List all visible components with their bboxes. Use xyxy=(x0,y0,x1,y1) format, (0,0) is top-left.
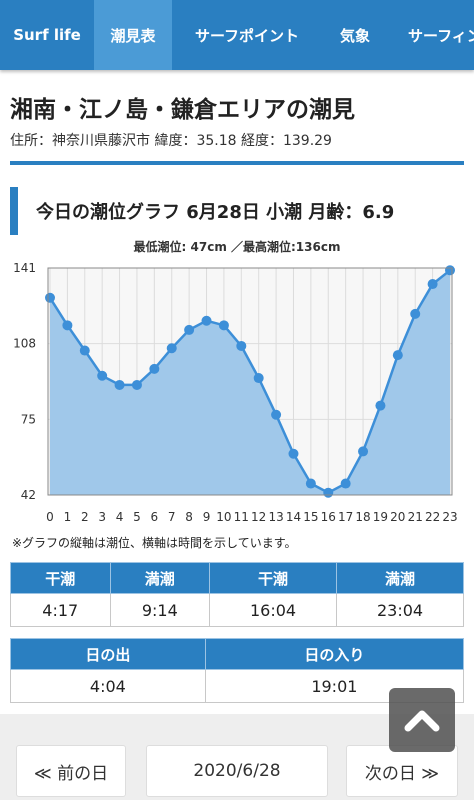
tide-point xyxy=(358,446,369,457)
tide-point xyxy=(236,340,247,351)
top-nav: Surf life 潮見表 サーフポイント 気象 サーフィン xyxy=(0,0,474,70)
tide-point xyxy=(166,343,177,354)
x-tick-label: 3 xyxy=(98,510,106,524)
x-tick-label: 23 xyxy=(442,510,457,524)
x-tick-label: 7 xyxy=(168,510,176,524)
tide-time: 16:04 xyxy=(209,593,338,627)
sunrise-time: 4:04 xyxy=(10,669,206,703)
tide-point xyxy=(149,363,160,374)
x-tick-label: 15 xyxy=(303,510,318,524)
x-tick-label: 18 xyxy=(355,510,370,524)
x-tick-label: 1 xyxy=(64,510,72,524)
tide-point xyxy=(201,315,212,326)
x-tick-label: 22 xyxy=(425,510,440,524)
tide-point xyxy=(323,487,334,498)
next-day-button[interactable]: 次の日 ≫ xyxy=(346,745,458,797)
x-tick-label: 16 xyxy=(321,510,336,524)
x-tick-label: 21 xyxy=(408,510,423,524)
tide-header: 干潮 xyxy=(10,562,111,594)
scroll-to-top-button[interactable] xyxy=(389,688,455,752)
x-tick-label: 6 xyxy=(151,510,159,524)
prev-day-button[interactable]: ≪ 前の日 xyxy=(16,745,126,797)
x-tick-label: 20 xyxy=(390,510,405,524)
tide-point xyxy=(62,320,73,331)
x-tick-label: 19 xyxy=(373,510,388,524)
nav-item-surf-life[interactable]: Surf life xyxy=(13,26,81,44)
tide-point xyxy=(427,279,438,290)
tide-point xyxy=(305,478,316,489)
chart-note: ※グラフの縦軸は潮位、横軸は時間を示しています。 xyxy=(12,536,297,550)
y-tick-label: 75 xyxy=(21,412,36,426)
x-tick-label: 14 xyxy=(286,510,301,524)
tide-point xyxy=(392,350,403,361)
tide-point xyxy=(340,478,351,489)
tide-header: 干潮 xyxy=(209,562,338,594)
chevron-up-icon xyxy=(404,710,440,732)
nav-item-weather[interactable]: 気象 xyxy=(339,26,370,45)
x-tick-label: 4 xyxy=(116,510,124,524)
tide-point xyxy=(271,409,282,420)
nav-item-surf-points[interactable]: サーフポイント xyxy=(194,26,300,45)
tide-time: 9:14 xyxy=(109,593,211,627)
tide-times-table: 干潮 満潮 干潮 満潮 4:17 9:14 16:04 23:04 xyxy=(10,562,464,627)
tide-point xyxy=(410,308,421,319)
tide-point xyxy=(184,324,195,335)
y-tick-label: 42 xyxy=(21,488,36,502)
x-tick-label: 10 xyxy=(216,510,231,524)
x-tick-label: 2 xyxy=(81,510,89,524)
chart-frame xyxy=(47,267,453,496)
tide-time: 23:04 xyxy=(336,593,464,627)
tide-area xyxy=(50,270,450,495)
sunrise-header: 日の出 xyxy=(10,638,206,670)
date-display[interactable]: 2020/6/28 xyxy=(146,745,328,797)
x-tick-label: 13 xyxy=(268,510,283,524)
tide-point xyxy=(114,379,125,390)
tide-point xyxy=(218,320,229,331)
x-tick-label: 12 xyxy=(251,510,266,524)
x-tick-label: 5 xyxy=(133,510,141,524)
tide-point xyxy=(131,379,142,390)
tide-header: 満潮 xyxy=(109,562,211,594)
title-divider xyxy=(10,161,464,165)
nav-item-tide-table[interactable]: 潮見表 xyxy=(94,0,172,70)
y-tick-label: 108 xyxy=(13,337,36,351)
tide-min-max: 最低潮位: 47cm ／最高潮位:136cm xyxy=(133,240,341,254)
x-tick-label: 0 xyxy=(46,510,54,524)
tide-point xyxy=(375,400,386,411)
page-title: 湘南・江ノ島・鎌倉エリアの潮見 xyxy=(10,97,355,123)
tide-time: 4:17 xyxy=(10,593,111,627)
x-tick-label: 8 xyxy=(185,510,193,524)
nav-item-surfing[interactable]: サーフィン xyxy=(408,26,474,45)
x-tick-label: 17 xyxy=(338,510,353,524)
x-tick-label: 11 xyxy=(234,510,249,524)
y-tick-label: 141 xyxy=(13,261,36,275)
tide-point xyxy=(253,373,264,384)
x-tick-label: 9 xyxy=(203,510,211,524)
sunset-header: 日の入り xyxy=(204,638,465,670)
tide-point xyxy=(97,370,108,381)
tide-point xyxy=(79,345,90,356)
location-address: 住所：神奈川県藤沢市 緯度：35.18 経度：139.29 xyxy=(10,133,332,149)
tide-point xyxy=(445,265,455,276)
tide-point xyxy=(288,448,299,459)
tide-point xyxy=(45,292,55,303)
tide-header: 満潮 xyxy=(336,562,464,594)
section-heading: 今日の潮位グラフ 6月28日 小潮 月齢：6.9 xyxy=(10,187,464,235)
